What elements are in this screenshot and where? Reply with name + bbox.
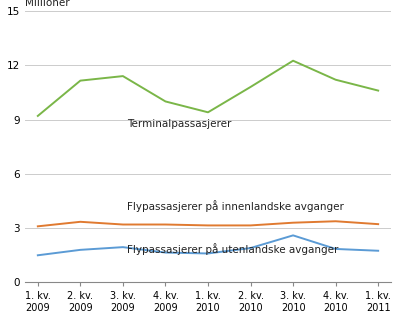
Text: Flypassasjerer på innenlandske avganger: Flypassasjerer på innenlandske avganger (127, 200, 344, 212)
Text: Millioner: Millioner (25, 0, 70, 8)
Text: Terminalpassasjerer: Terminalpassasjerer (127, 119, 232, 129)
Text: Flypassasjerer på utenlandske avganger: Flypassasjerer på utenlandske avganger (127, 244, 338, 255)
